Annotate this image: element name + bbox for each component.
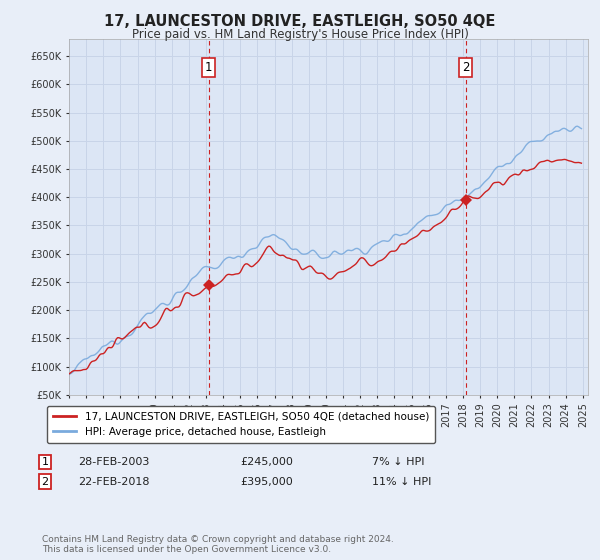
Text: 2: 2 <box>41 477 49 487</box>
Text: 11% ↓ HPI: 11% ↓ HPI <box>372 477 431 487</box>
Text: 17, LAUNCESTON DRIVE, EASTLEIGH, SO50 4QE: 17, LAUNCESTON DRIVE, EASTLEIGH, SO50 4Q… <box>104 14 496 29</box>
Legend: 17, LAUNCESTON DRIVE, EASTLEIGH, SO50 4QE (detached house), HPI: Average price, : 17, LAUNCESTON DRIVE, EASTLEIGH, SO50 4Q… <box>47 405 436 444</box>
Text: Contains HM Land Registry data © Crown copyright and database right 2024.
This d: Contains HM Land Registry data © Crown c… <box>42 535 394 554</box>
Text: 1: 1 <box>205 61 212 74</box>
Text: 1: 1 <box>41 457 49 467</box>
Text: Price paid vs. HM Land Registry's House Price Index (HPI): Price paid vs. HM Land Registry's House … <box>131 28 469 41</box>
Text: 7% ↓ HPI: 7% ↓ HPI <box>372 457 425 467</box>
Text: 28-FEB-2003: 28-FEB-2003 <box>78 457 149 467</box>
Text: £395,000: £395,000 <box>240 477 293 487</box>
Text: £245,000: £245,000 <box>240 457 293 467</box>
Text: 2: 2 <box>462 61 469 74</box>
Text: 22-FEB-2018: 22-FEB-2018 <box>78 477 149 487</box>
